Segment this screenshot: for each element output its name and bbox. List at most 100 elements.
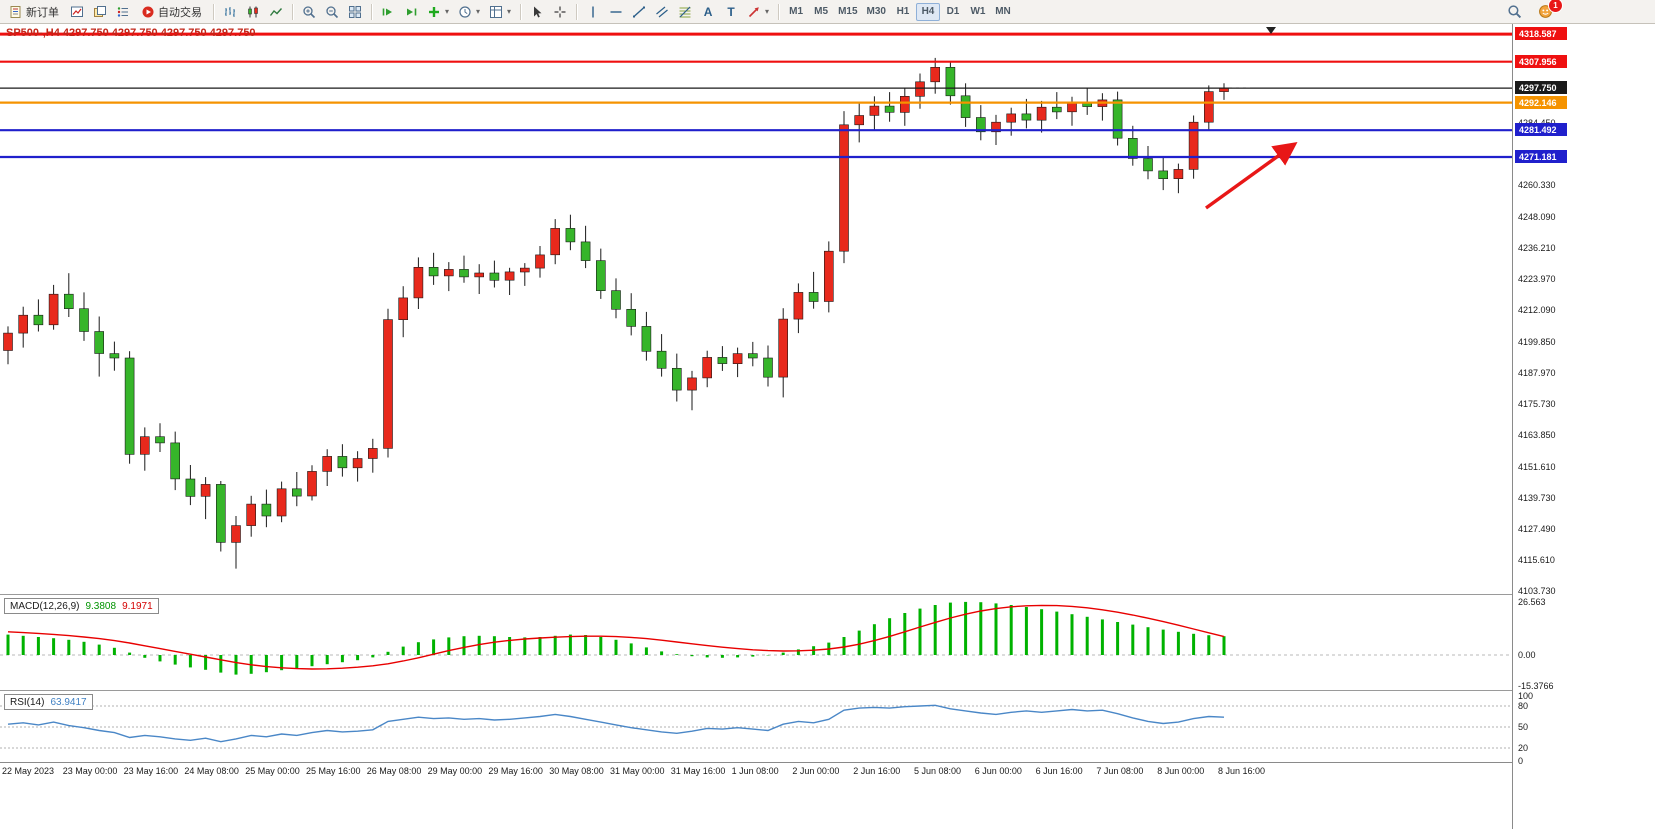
price-axis-label: 4212.090 — [1518, 305, 1556, 316]
level-price-badge: 4292.146 — [1515, 95, 1567, 109]
macd-chart-canvas[interactable] — [0, 596, 1512, 690]
horizontal-line-tool-button[interactable] — [605, 2, 627, 22]
new-chart-button[interactable] — [66, 2, 88, 22]
notifications-button[interactable]: 1 — [1534, 0, 1563, 22]
time-axis-label: 23 May 00:00 — [62, 766, 118, 776]
price-chart-canvas[interactable] — [0, 24, 1512, 594]
pane-divider-rsi[interactable] — [0, 690, 1512, 693]
chevron-down-icon: ▾ — [445, 6, 450, 16]
zoom-out-button[interactable] — [321, 2, 343, 22]
time-axis-label: 26 May 08:00 — [366, 766, 422, 776]
periods-button[interactable]: ▾ — [454, 2, 484, 22]
timeframe-mn-button[interactable]: MN — [991, 3, 1015, 21]
macd-axis-label: 0.00 — [1518, 650, 1536, 660]
price-axis-label: 4139.730 — [1518, 492, 1556, 503]
time-axis[interactable]: 22 May 2023 23 May 00:00 23 May 16:00 24 Ma… — [0, 762, 1512, 781]
level-price-badge: 4307.956 — [1515, 54, 1567, 68]
arrows-tool-button[interactable]: ▾ — [743, 2, 773, 22]
label-tool-button[interactable]: T — [720, 2, 742, 22]
price-axis-label: 4260.330 — [1518, 180, 1556, 191]
price-pane[interactable]: SP500-,H4 4297.750 4297.750 4297.750 429… — [0, 24, 1512, 594]
toolbar-separator — [778, 3, 780, 20]
candlestick-chart-button[interactable] — [242, 2, 264, 22]
price-axis[interactable]: 4284.450 4260.330 4248.090 4236.210 4223.970… — [1513, 24, 1655, 829]
macd-axis-label: 26.563 — [1518, 596, 1546, 607]
channel-tool-button[interactable] — [651, 2, 673, 22]
fibonacci-tool-button[interactable] — [674, 2, 696, 22]
timeframe-h1-button[interactable]: H1 — [891, 3, 915, 21]
arrow-tool-icon — [748, 6, 759, 17]
price-axis-label: 4223.970 — [1518, 274, 1556, 285]
line-chart-icon — [269, 7, 283, 16]
timeframe-m30-button[interactable]: M30 — [863, 3, 890, 21]
templates-button[interactable]: ▾ — [485, 2, 515, 22]
timeframe-m1-button[interactable]: M1 — [784, 3, 808, 21]
tile-windows-button[interactable] — [344, 2, 366, 22]
market-watch-button[interactable] — [112, 2, 134, 22]
timeframe-group: M1 M5 M15 M30 H1 H4 D1 W1 MN — [784, 2, 1015, 21]
price-axis-label: 4284.450 — [1518, 118, 1556, 128]
price-axis-label: 4115.610 — [1518, 555, 1555, 566]
trendline-icon — [633, 6, 646, 17]
chevron-down-icon: ▾ — [507, 6, 512, 16]
new-chart-icon — [71, 6, 83, 17]
time-axis-label: 5 Jun 08:00 — [914, 766, 962, 776]
rsi-axis-label: 20 — [1518, 743, 1529, 753]
rsi-chart-canvas[interactable] — [0, 692, 1512, 762]
text-tool-label: A — [703, 4, 713, 19]
chart-area: SP500-,H4 4297.750 4297.750 4297.750 429… — [0, 24, 1513, 829]
chevron-down-icon: ▾ — [476, 6, 481, 16]
chart-shift-marker[interactable] — [1266, 27, 1276, 34]
time-axis-label: 7 Jun 08:00 — [1096, 766, 1144, 776]
notification-count-badge: 1 — [1548, 0, 1563, 13]
macd-header: MACD(12,26,9) 9.3808 9.1971 — [4, 598, 159, 614]
macd-axis-label: -15.3766 — [1518, 680, 1554, 691]
time-axis-label: 25 May 00:00 — [245, 766, 300, 776]
zoom-in-button[interactable] — [298, 2, 320, 22]
new-order-button[interactable]: 新订单 — [3, 2, 65, 22]
time-axis-label: 6 Jun 00:00 — [974, 766, 1022, 776]
trendline-tool-button[interactable] — [628, 2, 650, 22]
current-price-badge: 4297.750 — [1515, 81, 1567, 95]
auto-trading-button[interactable]: 自动交易 — [135, 2, 208, 22]
toolbar-separator — [520, 3, 522, 20]
add-indicator-icon — [429, 6, 439, 17]
toolbar-separator — [292, 3, 293, 20]
search-button[interactable] — [1503, 2, 1526, 22]
cursor-tool-button[interactable] — [526, 2, 548, 22]
time-axis-label: 29 May 00:00 — [427, 766, 483, 776]
timeframe-m5-button[interactable]: M5 — [809, 3, 833, 21]
auto-scroll-button[interactable] — [377, 2, 399, 22]
price-axis-label: 4199.850 — [1518, 336, 1556, 347]
crosshair-tool-button[interactable] — [549, 2, 571, 22]
timeframe-m15-button[interactable]: M15 — [834, 3, 861, 21]
time-axis-label: 29 May 16:00 — [488, 766, 543, 776]
bar-chart-button[interactable] — [219, 2, 241, 22]
pane-divider-macd[interactable] — [0, 594, 1512, 597]
level-price-badge: 4281.492 — [1515, 123, 1567, 137]
timeframe-h4-button[interactable]: H4 — [915, 2, 940, 21]
label-tool-label: T — [727, 4, 735, 19]
line-chart-button[interactable] — [265, 2, 287, 22]
text-tool-button[interactable]: A — [697, 2, 719, 22]
timeframe-w1-button[interactable]: W1 — [966, 3, 990, 21]
rsi-axis-label: 0 — [1518, 756, 1524, 766]
time-axis-label: 30 May 08:00 — [549, 766, 604, 776]
add-indicator-button[interactable]: ▾ — [423, 2, 453, 22]
time-axis-label: 6 Jun 16:00 — [1035, 766, 1083, 776]
time-axis-label: 24 May 08:00 — [184, 766, 239, 776]
chart-shift-button[interactable] — [400, 2, 422, 22]
chart-title: SP500-,H4 4297.750 4297.750 4297.750 429… — [6, 27, 256, 39]
macd-pane[interactable]: MACD(12,26,9) 9.3808 9.1971 — [0, 596, 1512, 690]
time-axis-label: 8 Jun 00:00 — [1157, 766, 1205, 776]
timeframe-d1-button[interactable]: D1 — [941, 3, 965, 21]
toolbar-separator — [371, 3, 372, 20]
vertical-line-tool-button[interactable] — [582, 2, 604, 22]
rsi-pane[interactable]: RSI(14) 63.9417 — [0, 692, 1512, 762]
time-axis-label: 31 May 16:00 — [670, 766, 726, 776]
profiles-button[interactable] — [89, 2, 111, 22]
bar-chart-icon — [225, 6, 235, 17]
auto-trading-label: 自动交易 — [158, 6, 202, 19]
annotation-arrow[interactable] — [1205, 142, 1298, 210]
rsi-value: 63.9417 — [50, 696, 87, 708]
